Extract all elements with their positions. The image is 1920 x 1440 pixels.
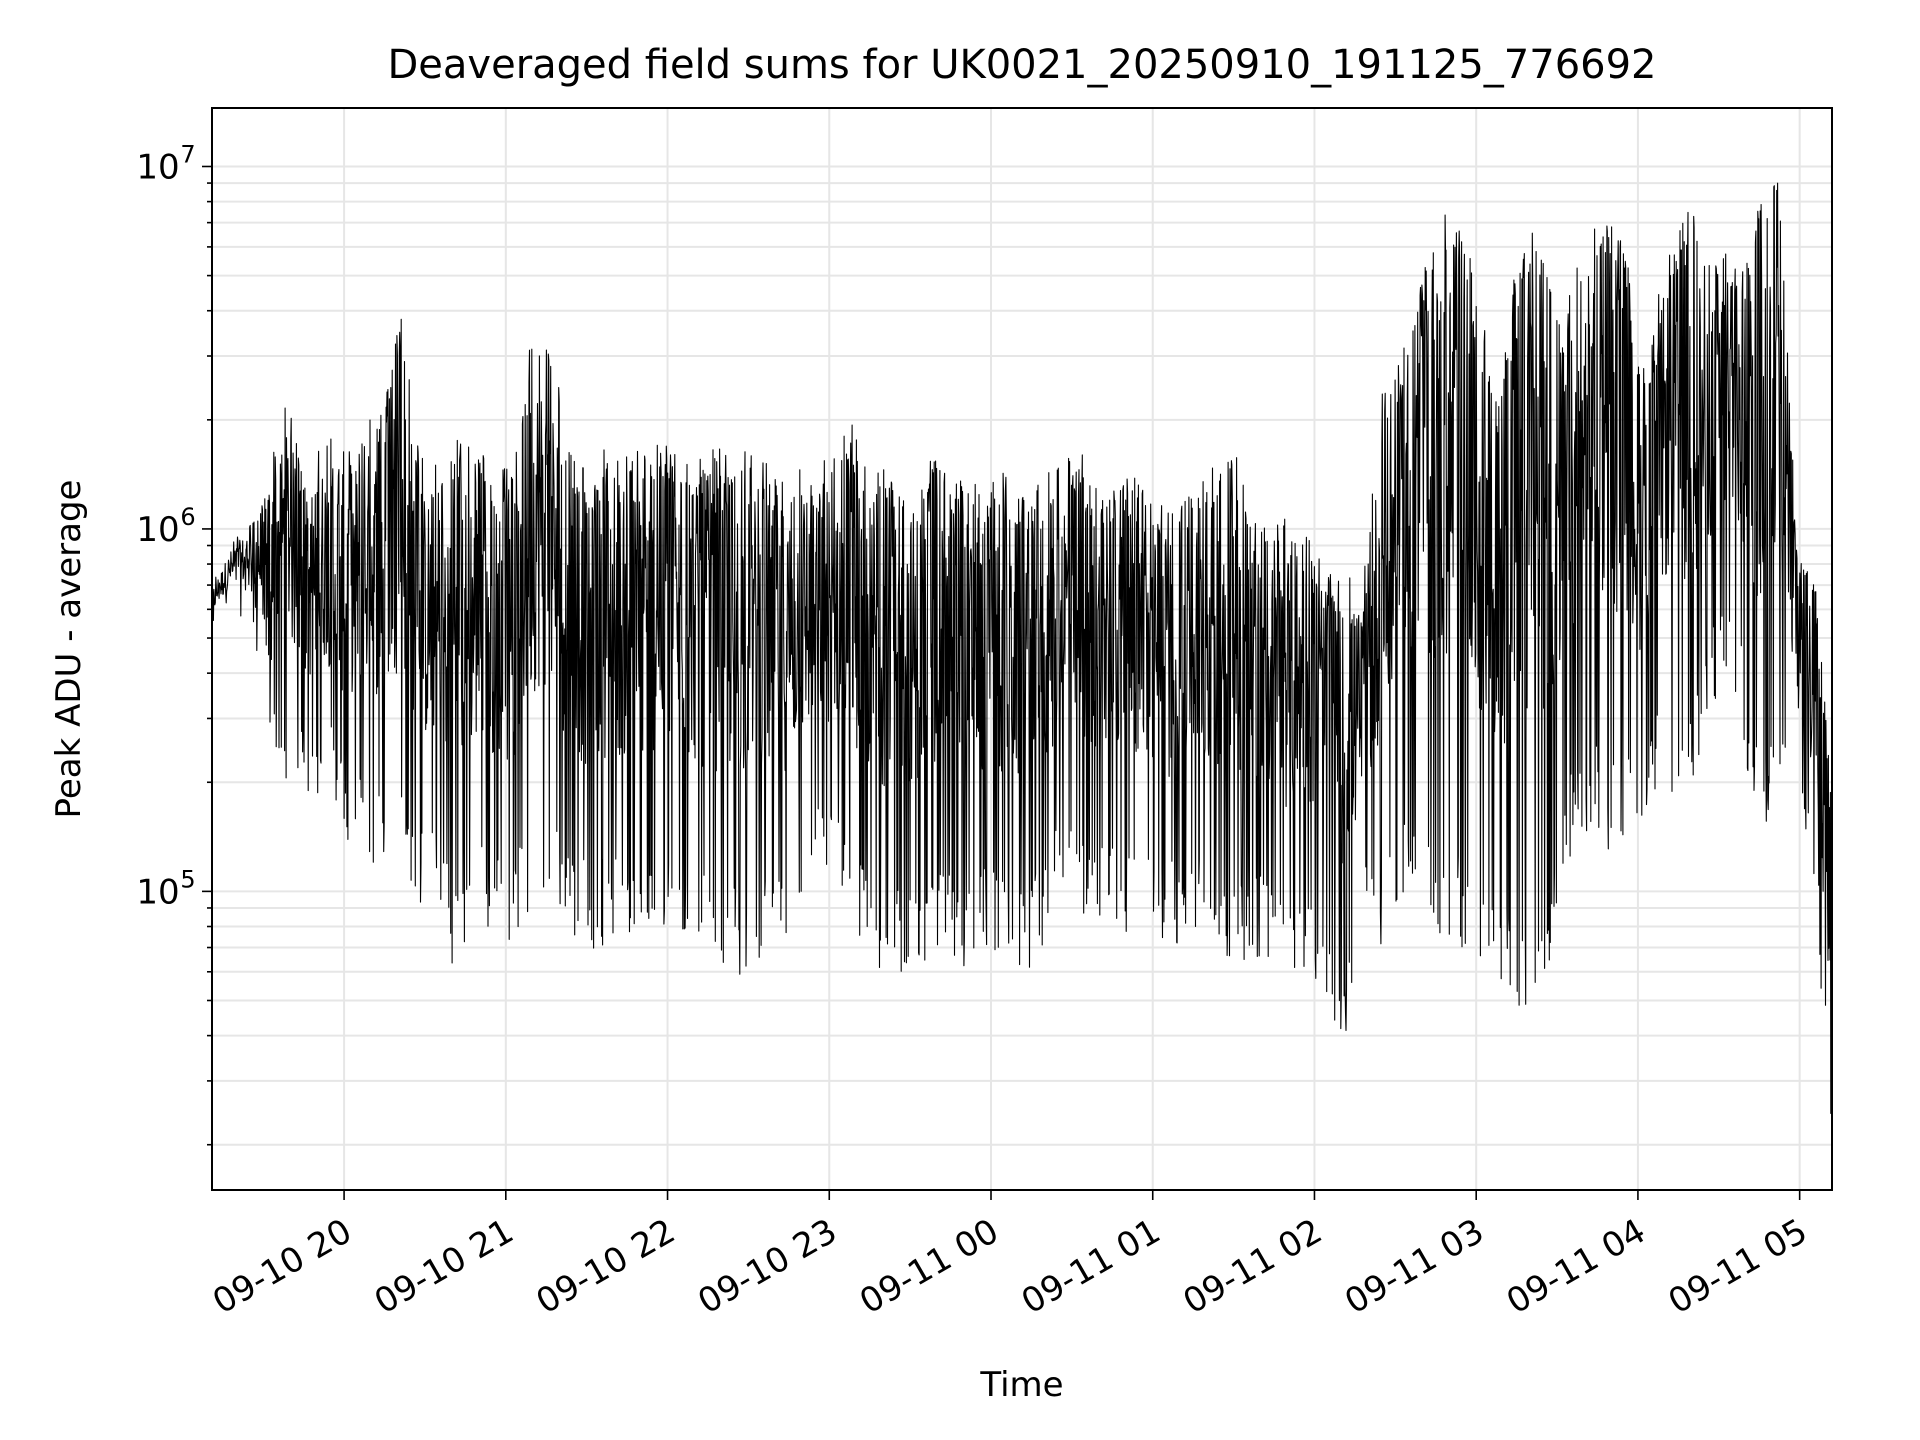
y-tick-label-exponent: 6 [180, 503, 195, 531]
axes-frame [211, 107, 1833, 1191]
y-tick-label: 10 [136, 510, 179, 550]
y-tick-label: 10 [136, 872, 179, 912]
x-axis-label: Time [979, 1365, 1063, 1405]
y-axis-label: Peak ADU - average [49, 480, 89, 819]
y-tick-label: 10 [136, 147, 179, 187]
series-line [211, 182, 1833, 1162]
chart-title: Deaveraged field sums for UK0021_2025091… [387, 42, 1656, 88]
series-line-group [211, 182, 1833, 1162]
y-tick-label-exponent: 5 [180, 865, 195, 893]
y-tick-label-exponent: 7 [180, 140, 195, 168]
